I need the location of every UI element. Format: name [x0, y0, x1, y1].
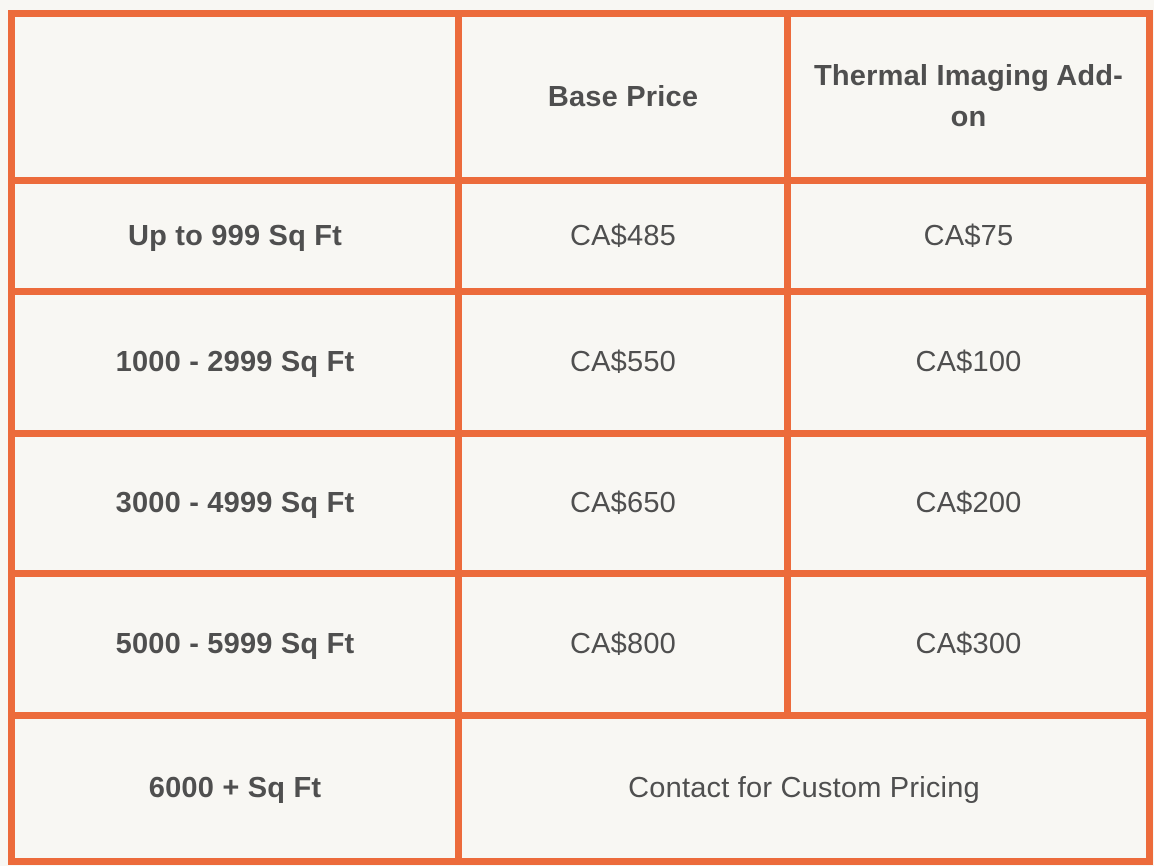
thermal-addon-cell: CA$75	[784, 177, 1153, 295]
table-row: 3000 - 4999 Sq Ft CA$650 CA$200	[8, 430, 1153, 577]
thermal-addon-cell: CA$100	[784, 288, 1153, 437]
base-price-cell: CA$800	[455, 570, 791, 719]
merged-pricing-cell: Contact for Custom Pricing	[455, 712, 1153, 865]
row-label-cell: 1000 - 2999 Sq Ft	[8, 288, 462, 437]
header-blank-cell	[8, 10, 462, 184]
header-row: Base Price Thermal Imaging Add-on	[8, 10, 1153, 184]
row-label-cell: 3000 - 4999 Sq Ft	[8, 430, 462, 577]
base-price-cell: CA$650	[455, 430, 791, 577]
header-base-price: Base Price	[455, 10, 791, 184]
table-row: 6000 + Sq Ft Contact for Custom Pricing	[8, 712, 1153, 865]
table-row: 1000 - 2999 Sq Ft CA$550 CA$100	[8, 288, 1153, 437]
base-price-cell: CA$550	[455, 288, 791, 437]
thermal-addon-cell: CA$200	[784, 430, 1153, 577]
thermal-addon-cell: CA$300	[784, 570, 1153, 719]
base-price-cell: CA$485	[455, 177, 791, 295]
pricing-table: Base Price Thermal Imaging Add-on Up to …	[8, 10, 1153, 865]
row-label-cell: Up to 999 Sq Ft	[8, 177, 462, 295]
table-row: Up to 999 Sq Ft CA$485 CA$75	[8, 177, 1153, 295]
row-label-cell: 5000 - 5999 Sq Ft	[8, 570, 462, 719]
row-label-cell: 6000 + Sq Ft	[8, 712, 462, 865]
table-row: 5000 - 5999 Sq Ft CA$800 CA$300	[8, 570, 1153, 719]
header-thermal-addon: Thermal Imaging Add-on	[784, 10, 1153, 184]
